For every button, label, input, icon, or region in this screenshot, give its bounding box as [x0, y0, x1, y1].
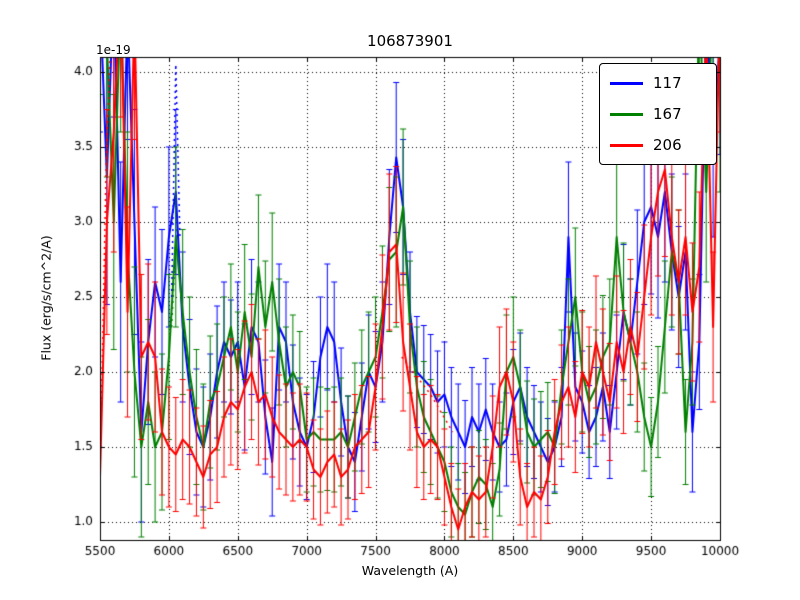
- legend-line-swatch-blue: [610, 81, 643, 85]
- chart-title: 106873901: [367, 32, 453, 50]
- legend-label: 206: [653, 136, 682, 154]
- legend-label: 117: [653, 74, 682, 92]
- legend-label: 167: [653, 105, 682, 123]
- legend-item: 167: [610, 104, 706, 124]
- legend-item: 206: [610, 135, 706, 155]
- legend-line-swatch-red: [610, 143, 643, 147]
- x-axis-label: Wavelength (A): [361, 563, 459, 578]
- legend-item: 117: [610, 73, 706, 93]
- legend-line-swatch-green: [610, 112, 643, 116]
- y-axis-offset-label: 1e-19: [96, 43, 131, 57]
- y-axis-label: Flux (erg/s/cm^2/A): [38, 235, 54, 361]
- legend: 117 167 206: [599, 63, 717, 165]
